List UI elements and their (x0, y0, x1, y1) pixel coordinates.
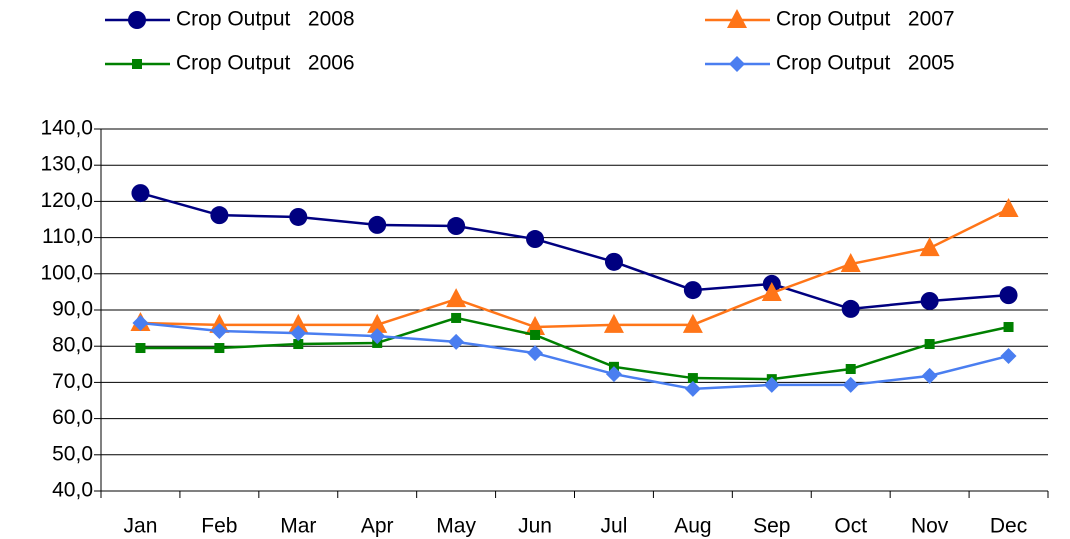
marker (1003, 322, 1014, 333)
marker (924, 339, 935, 350)
marker (131, 184, 150, 203)
marker (761, 281, 782, 301)
legend-label: Crop Output 2008 (176, 8, 355, 31)
marker (132, 315, 149, 332)
y-tick-label: 140,0 (40, 117, 93, 140)
marker (1000, 347, 1017, 364)
marker (128, 11, 146, 29)
y-tick-label: 60,0 (52, 406, 93, 429)
marker (290, 325, 307, 342)
x-tick-label: Mar (280, 515, 316, 538)
marker (604, 252, 623, 271)
marker (842, 376, 859, 393)
marker (998, 198, 1019, 218)
x-tick-label: Jan (124, 515, 158, 538)
y-tick-label: 120,0 (40, 189, 93, 212)
marker (210, 206, 229, 225)
marker (845, 364, 856, 375)
series-line (140, 316, 1009, 381)
marker (369, 328, 386, 345)
marker (132, 59, 142, 69)
y-tick-label: 130,0 (40, 153, 93, 176)
x-tick-label: Sep (753, 515, 790, 538)
marker (530, 329, 541, 340)
marker (448, 333, 465, 350)
marker (447, 217, 466, 236)
y-tick-label: 80,0 (52, 334, 93, 357)
marker (293, 339, 304, 350)
marker (211, 322, 228, 339)
y-tick-label: 40,0 (52, 479, 93, 502)
y-tick-label: 90,0 (52, 298, 93, 321)
marker (135, 343, 146, 354)
marker (841, 299, 860, 318)
marker (920, 291, 939, 310)
legend-label: Crop Output 2007 (776, 8, 955, 31)
marker (526, 230, 545, 249)
marker (919, 237, 940, 257)
marker (446, 288, 467, 308)
marker (367, 313, 388, 333)
x-tick-label: Dec (990, 515, 1027, 538)
legend-label: Crop Output 2005 (776, 52, 955, 75)
x-tick-label: Nov (911, 515, 949, 538)
marker (687, 373, 698, 384)
marker (288, 313, 309, 333)
marker (729, 56, 745, 72)
legend-label: Crop Output 2006 (176, 52, 355, 75)
y-tick-label: 100,0 (40, 261, 93, 284)
marker (605, 366, 622, 383)
marker (763, 376, 780, 393)
marker (682, 313, 703, 333)
x-tick-label: May (436, 515, 476, 538)
x-tick-label: Jun (518, 515, 552, 538)
series-line (140, 207, 1010, 329)
x-tick-label: Aug (674, 515, 711, 538)
marker (683, 281, 702, 300)
marker (214, 343, 225, 354)
marker (368, 215, 387, 234)
marker (289, 207, 308, 226)
x-tick-label: Apr (361, 515, 394, 538)
series-line (140, 321, 1009, 391)
x-tick-label: Feb (201, 515, 237, 538)
y-tick-label: 50,0 (52, 442, 93, 465)
marker (999, 286, 1018, 305)
marker (840, 253, 861, 273)
marker (684, 380, 701, 397)
marker (451, 312, 462, 323)
marker (921, 367, 938, 384)
x-tick-label: Oct (834, 515, 867, 538)
y-tick-label: 110,0 (42, 225, 93, 248)
x-tick-label: Jul (601, 515, 628, 538)
marker (527, 345, 544, 362)
y-tick-label: 70,0 (52, 370, 93, 393)
series-line (140, 191, 1009, 311)
marker (603, 313, 624, 333)
marker (727, 9, 747, 28)
